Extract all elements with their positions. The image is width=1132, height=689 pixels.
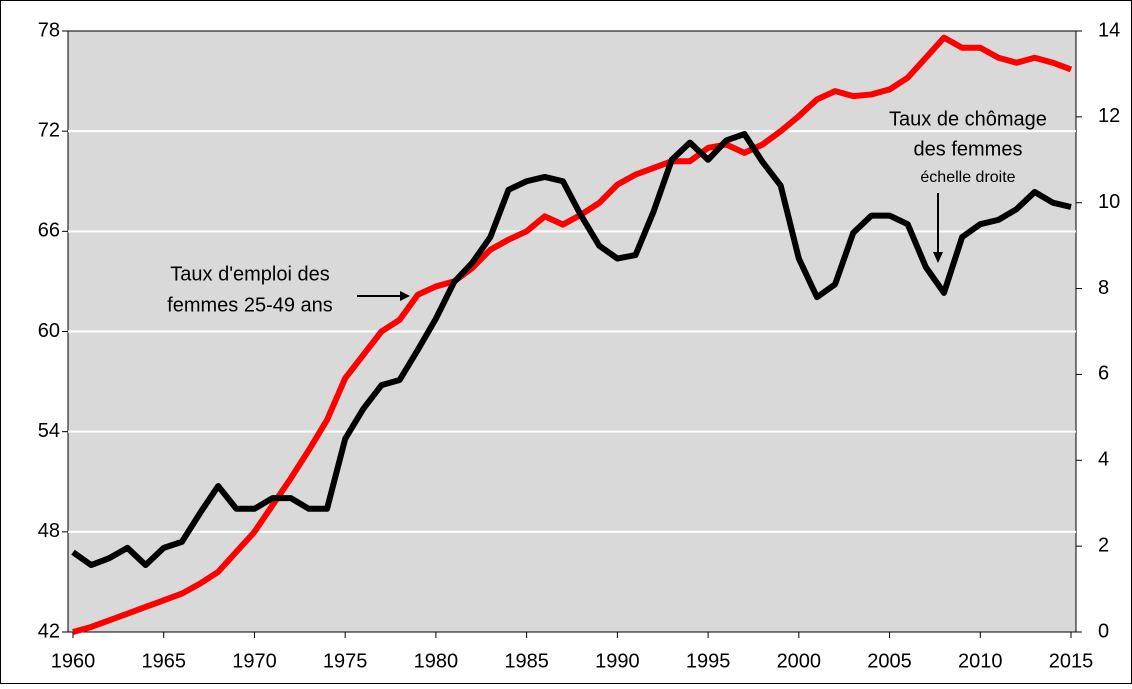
- x-tick-label: 1970: [232, 650, 277, 672]
- y2-tick-label: 14: [1098, 19, 1120, 41]
- y-tick-label: 48: [38, 520, 60, 542]
- annotation: Taux de chômage: [889, 108, 1047, 130]
- y-tick-label: 78: [38, 19, 60, 41]
- y2-tick-label: 2: [1098, 534, 1109, 556]
- x-tick-label: 1990: [595, 650, 640, 672]
- x-tick-label: 1985: [504, 650, 549, 672]
- annotation: des femmes: [914, 138, 1023, 160]
- y-tick-label: 54: [38, 420, 60, 442]
- x-tick-label: 1995: [686, 650, 731, 672]
- arrow-head: [933, 252, 943, 263]
- x-tick-label: 2010: [958, 650, 1003, 672]
- y-tick-label: 42: [38, 620, 60, 642]
- y2-tick-label: 8: [1098, 277, 1109, 299]
- y2-tick-label: 0: [1098, 620, 1109, 642]
- x-tick-label: 1965: [141, 650, 186, 672]
- annotation: femmes 25-49 ans: [167, 294, 333, 316]
- y2-tick-label: 6: [1098, 363, 1109, 385]
- annotation: échelle droite: [920, 169, 1015, 186]
- x-tick-label: 1980: [414, 650, 459, 672]
- y-tick-label: 72: [38, 119, 60, 141]
- series-line: [71, 131, 1072, 569]
- arrow-head: [400, 291, 410, 301]
- x-tick-label: 2005: [867, 650, 912, 672]
- annotation: Taux d'emploi des: [170, 263, 329, 285]
- x-tick-label: 1960: [51, 650, 96, 672]
- x-tick-label: 1975: [323, 650, 368, 672]
- y2-tick-label: 4: [1098, 449, 1109, 471]
- x-tick-label: 2015: [1049, 650, 1094, 672]
- x-tick-label: 2000: [777, 650, 822, 672]
- y-tick-label: 60: [38, 320, 60, 342]
- y2-tick-label: 10: [1098, 191, 1120, 213]
- series-line: [72, 34, 1073, 635]
- y-tick-label: 66: [38, 220, 60, 242]
- y2-tick-label: 12: [1098, 105, 1120, 127]
